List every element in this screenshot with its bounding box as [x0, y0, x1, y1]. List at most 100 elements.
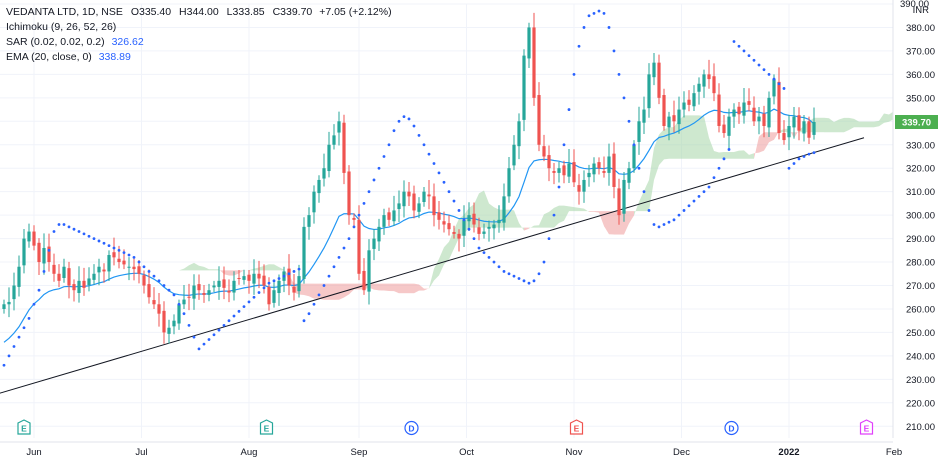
- cloud-segment: [859, 122, 864, 128]
- candle-body: [692, 93, 695, 106]
- sar-dot: [603, 12, 606, 15]
- sar-dot: [718, 167, 721, 170]
- sar-dot: [298, 268, 301, 271]
- candle-body: [202, 293, 205, 295]
- cloud-segment: [674, 120, 679, 159]
- sar-dot: [28, 317, 31, 320]
- sar-dot: [123, 251, 126, 254]
- sar-dot: [78, 230, 81, 233]
- candle-body: [447, 223, 450, 229]
- sar-dot: [13, 345, 16, 348]
- y-tick-label: 380.00: [906, 23, 935, 34]
- cloud-segment: [844, 118, 849, 132]
- candle-body: [127, 267, 130, 268]
- candle-body: [762, 114, 765, 126]
- candle-body: [372, 239, 375, 249]
- cloud-segment: [764, 132, 769, 150]
- sar-dot: [658, 225, 661, 228]
- candle-body: [192, 286, 195, 299]
- sar-dot: [23, 326, 26, 329]
- sar-label: SAR (0.02, 0.02, 0.2): [6, 36, 105, 48]
- sar-dot: [703, 190, 706, 193]
- sar-dot: [383, 155, 386, 158]
- support-trendline: [0, 138, 864, 394]
- sar-dot: [148, 270, 151, 273]
- sar-dot: [273, 279, 276, 282]
- sar-dot: [243, 305, 246, 308]
- legend-sar-row[interactable]: SAR (0.02, 0.02, 0.2) 326.62: [6, 35, 392, 50]
- candle-body: [622, 180, 625, 214]
- candle-body: [117, 259, 120, 262]
- legend-ema-row[interactable]: EMA (20, close, 0) 338.89: [6, 50, 392, 65]
- candle-body: [432, 196, 435, 215]
- candle-body: [462, 220, 465, 236]
- open-value: 335.40: [139, 6, 171, 18]
- cloud-segment: [234, 270, 239, 275]
- cloud-segment: [334, 284, 339, 300]
- cloud-segment: [874, 121, 879, 127]
- cloud-segment: [309, 284, 314, 299]
- x-tick-label: Dec: [673, 447, 690, 458]
- sar-dot: [3, 364, 6, 367]
- y-tick-label: 290.00: [906, 234, 935, 245]
- candle-body: [322, 168, 325, 178]
- sar-dot: [588, 14, 591, 17]
- candle-body: [257, 274, 260, 279]
- candle-body: [367, 250, 370, 291]
- legend-ichimoku-row[interactable]: Ichimoku (9, 26, 52, 26): [6, 20, 392, 35]
- sar-dot: [628, 120, 631, 123]
- cloud-segment: [864, 122, 869, 128]
- cloud-segment: [819, 118, 824, 132]
- sar-dot: [708, 186, 711, 189]
- candle-body: [687, 100, 690, 105]
- cloud-segment: [659, 129, 664, 165]
- sar-dot: [428, 153, 431, 156]
- candle-body: [292, 287, 295, 293]
- cloud-segment: [274, 264, 279, 270]
- cloud-segment: [589, 211, 594, 212]
- candle-body: [697, 84, 700, 92]
- candle-body: [492, 225, 495, 229]
- sar-dot: [623, 96, 626, 99]
- x-tick-label: 2022: [778, 447, 799, 458]
- sar-dot: [593, 12, 596, 15]
- symbol-label: VEDANTA LTD, 1D, NSE: [6, 6, 123, 18]
- y-axis: 210.00220.00230.00240.00250.00260.00270.…: [893, 0, 940, 462]
- sar-dot: [88, 235, 91, 238]
- x-tick-label: Oct: [459, 447, 474, 458]
- sar-dot: [393, 129, 396, 132]
- cloud-segment: [829, 118, 834, 132]
- candle-body: [787, 126, 790, 137]
- sar-dot: [743, 50, 746, 53]
- cloud-segment: [199, 266, 204, 271]
- trendline: [0, 138, 864, 394]
- sar-dot: [8, 354, 11, 357]
- sar-dot: [288, 272, 291, 275]
- candle-body: [512, 145, 515, 166]
- sar-dot: [538, 272, 541, 275]
- candle-body: [712, 76, 715, 93]
- cloud-segment: [579, 208, 584, 211]
- sar-dot: [68, 225, 71, 228]
- candle-body: [487, 227, 490, 229]
- candle-body: [717, 95, 720, 126]
- y-tick-label: 300.00: [906, 211, 935, 222]
- candle-body: [617, 188, 620, 215]
- candle-body: [17, 267, 20, 287]
- sar-dot: [108, 244, 111, 247]
- sar-dot: [43, 270, 46, 273]
- sar-dot: [198, 347, 201, 350]
- cloud-segment: [649, 148, 654, 211]
- sar-dot: [83, 233, 86, 236]
- candle-body: [337, 121, 340, 132]
- cloud-segment: [734, 151, 739, 159]
- candle-body: [732, 110, 735, 117]
- sar-dot: [48, 249, 51, 252]
- sar-dot: [173, 293, 176, 296]
- cloud-segment: [194, 263, 199, 271]
- sar-dot: [528, 282, 531, 285]
- sar-dot: [808, 153, 811, 156]
- cloud-segment: [584, 209, 589, 212]
